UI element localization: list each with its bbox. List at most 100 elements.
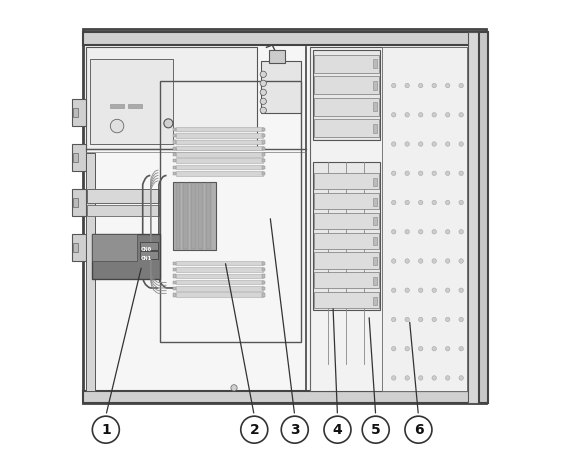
Circle shape xyxy=(459,317,463,322)
Bar xyxy=(174,287,176,290)
Bar xyxy=(176,280,263,285)
Circle shape xyxy=(111,119,124,133)
Bar xyxy=(262,281,265,284)
Circle shape xyxy=(432,230,437,234)
Bar xyxy=(314,173,379,190)
Bar xyxy=(176,133,263,138)
Circle shape xyxy=(446,142,450,146)
Bar xyxy=(314,55,379,73)
Bar xyxy=(374,102,377,111)
Text: 5: 5 xyxy=(371,423,380,437)
Circle shape xyxy=(391,84,396,88)
Bar xyxy=(174,293,176,297)
Circle shape xyxy=(432,142,437,146)
Bar xyxy=(310,47,467,392)
Circle shape xyxy=(391,317,396,322)
Bar xyxy=(313,162,380,310)
Circle shape xyxy=(459,230,463,234)
Bar xyxy=(174,134,176,137)
Circle shape xyxy=(405,288,409,292)
Circle shape xyxy=(432,347,437,351)
Circle shape xyxy=(432,171,437,175)
Circle shape xyxy=(446,171,450,175)
Bar xyxy=(269,50,285,63)
Bar xyxy=(262,140,265,144)
Circle shape xyxy=(92,416,119,443)
Bar xyxy=(72,144,86,171)
Circle shape xyxy=(459,84,463,88)
Circle shape xyxy=(446,259,450,263)
Bar xyxy=(313,50,380,140)
Bar xyxy=(382,47,467,392)
Circle shape xyxy=(391,112,396,117)
Circle shape xyxy=(418,112,423,117)
Bar xyxy=(92,234,137,261)
Bar xyxy=(174,172,176,175)
Circle shape xyxy=(418,288,423,292)
Bar xyxy=(261,61,302,112)
Circle shape xyxy=(446,347,450,351)
Bar xyxy=(74,153,78,162)
Bar xyxy=(174,182,216,250)
Circle shape xyxy=(459,259,463,263)
Bar xyxy=(314,252,379,269)
Bar xyxy=(87,205,159,216)
Circle shape xyxy=(391,347,396,351)
Bar xyxy=(141,242,158,250)
Circle shape xyxy=(418,259,423,263)
Bar xyxy=(176,183,180,249)
Circle shape xyxy=(405,200,409,205)
Bar xyxy=(374,59,377,68)
Circle shape xyxy=(164,119,173,128)
Bar xyxy=(479,32,488,403)
Bar xyxy=(374,178,377,186)
Bar xyxy=(174,274,176,278)
Circle shape xyxy=(418,376,423,380)
Bar xyxy=(314,233,379,249)
Bar xyxy=(174,166,176,169)
Circle shape xyxy=(324,416,351,443)
Bar xyxy=(176,292,263,297)
Circle shape xyxy=(260,80,266,86)
Circle shape xyxy=(405,416,432,443)
Bar xyxy=(72,234,86,261)
Circle shape xyxy=(281,416,308,443)
Bar xyxy=(262,134,265,137)
Circle shape xyxy=(260,71,266,78)
Bar xyxy=(374,218,377,225)
Circle shape xyxy=(418,171,423,175)
Bar xyxy=(72,189,86,216)
Circle shape xyxy=(432,259,437,263)
Bar xyxy=(74,198,78,207)
Circle shape xyxy=(418,142,423,146)
Bar xyxy=(262,147,265,150)
Circle shape xyxy=(432,317,437,322)
Bar xyxy=(176,171,263,175)
Circle shape xyxy=(391,288,396,292)
Circle shape xyxy=(391,376,396,380)
Circle shape xyxy=(405,259,409,263)
Text: 4: 4 xyxy=(333,423,342,437)
Circle shape xyxy=(459,376,463,380)
Bar xyxy=(262,268,265,271)
Circle shape xyxy=(432,288,437,292)
Bar xyxy=(176,127,263,131)
Circle shape xyxy=(260,107,266,113)
Bar xyxy=(176,267,263,272)
Bar xyxy=(262,262,265,265)
Circle shape xyxy=(418,317,423,322)
Bar xyxy=(374,257,377,265)
Bar xyxy=(262,159,265,162)
Circle shape xyxy=(418,347,423,351)
Text: CN0: CN0 xyxy=(141,246,152,252)
Text: 1: 1 xyxy=(101,423,111,437)
Bar xyxy=(262,153,265,156)
Circle shape xyxy=(418,200,423,205)
Bar xyxy=(262,293,265,297)
Circle shape xyxy=(446,112,450,117)
Bar xyxy=(314,119,379,137)
Circle shape xyxy=(459,112,463,117)
Bar xyxy=(314,292,379,308)
Circle shape xyxy=(432,376,437,380)
Circle shape xyxy=(391,142,396,146)
